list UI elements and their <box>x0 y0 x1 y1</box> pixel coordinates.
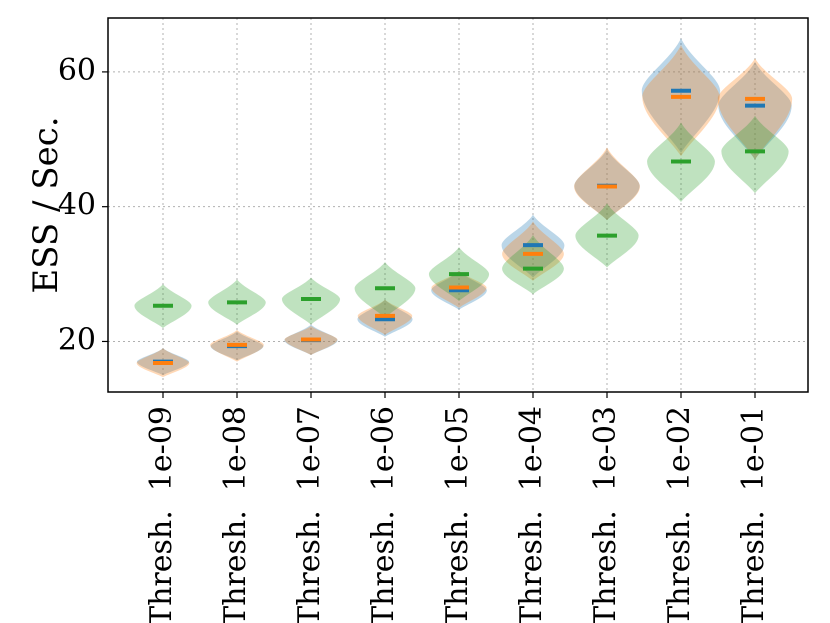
plot-frame <box>107 17 809 393</box>
violin-body <box>642 44 720 157</box>
y-tick-label: 20 <box>58 322 96 357</box>
y-axis-label: ESS / Sec. <box>26 116 66 293</box>
x-tick-label: Thresh. 1e-09 <box>144 406 179 623</box>
medians <box>153 88 765 366</box>
x-tick-label: Thresh. 1e-08 <box>218 406 253 623</box>
x-tick-label: Thresh. 1e-06 <box>366 406 401 623</box>
y-tick-label: 40 <box>58 188 96 223</box>
y-tick-label: 60 <box>58 53 96 88</box>
violin-body <box>718 61 792 160</box>
y-axis-ticks: 20 40 60 <box>58 53 108 357</box>
violin-body <box>281 277 341 325</box>
x-tick-label: Thresh. 1e-01 <box>736 406 771 623</box>
x-tick-label: Thresh. 1e-05 <box>440 406 475 623</box>
grid <box>108 18 808 392</box>
x-tick-label: Thresh. 1e-02 <box>662 406 697 623</box>
violin-body <box>502 221 564 281</box>
violin-body <box>721 115 789 194</box>
violin-body <box>502 234 564 295</box>
violin-body <box>574 147 640 221</box>
violins <box>134 38 793 378</box>
violin-body <box>717 58 793 160</box>
x-tick-label: Thresh. 1e-04 <box>514 406 549 623</box>
x-tick-label: Thresh. 1e-07 <box>292 406 327 623</box>
x-tick-label: Thresh. 1e-03 <box>588 406 623 623</box>
x-axis-ticks: Thresh. 1e-09 Thresh. 1e-08 Thresh. 1e-07 T… <box>144 392 771 623</box>
